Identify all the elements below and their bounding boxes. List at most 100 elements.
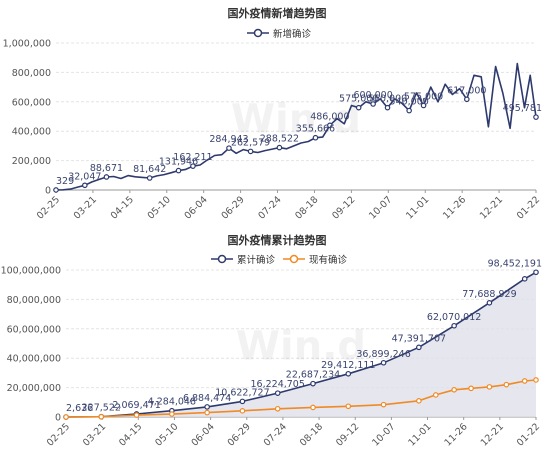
data-label: 47,391,707 [392, 333, 446, 344]
y-tick-label: 100,000,000 [1, 266, 61, 277]
data-label: 2,069,471 [112, 400, 160, 411]
data-label: 62,070,012 [427, 312, 481, 323]
data-label: 486,000 [310, 111, 349, 122]
data-label: 16,224,705 [251, 379, 305, 390]
y-tick-label: 80,000,000 [7, 295, 61, 306]
data-label: 162,211 [173, 152, 212, 163]
legend-item-1: 新增确诊 [247, 28, 312, 40]
legend-marker [253, 28, 263, 38]
data-label: 36,899,246 [356, 349, 410, 360]
x-tick-label: 03-21 [72, 194, 99, 221]
x-tick-label: 07-24 [262, 421, 289, 448]
legend-label: 累计确诊 [237, 254, 276, 266]
x-tick-label: 09-12 [330, 194, 357, 221]
data-point [239, 408, 246, 414]
data-point [82, 182, 88, 189]
data-label: 227,522 [82, 403, 121, 414]
x-tick-label: 08-18 [293, 194, 320, 221]
data-point [416, 344, 422, 351]
data-point [468, 385, 474, 392]
data-point [380, 359, 387, 366]
data-point [416, 398, 422, 404]
legend-marker [217, 254, 227, 264]
data-point [370, 101, 376, 107]
data-label: 22,687,234 [286, 370, 340, 381]
data-point [503, 381, 510, 388]
data-point [169, 411, 175, 417]
y-tick-label: 1,000,000 [3, 39, 51, 50]
y-tick-label: 200,000 [12, 156, 51, 167]
x-tick-label: 07-24 [256, 194, 283, 221]
data-point [312, 134, 319, 141]
data-point [355, 104, 362, 111]
data-label: 29,412,111 [321, 360, 375, 371]
data-point [204, 404, 210, 410]
data-point [63, 414, 69, 420]
chart-title: 国外疫情累计趋势图 [228, 233, 327, 247]
data-point [146, 175, 153, 181]
series-line [55, 62, 537, 191]
x-tick-label: 03-21 [81, 421, 108, 448]
data-point [451, 387, 457, 393]
data-point [239, 398, 246, 405]
series-1: 2,636227,5222,069,4714,284,0486,884,4741… [63, 258, 542, 420]
legend-item-2: 现有确诊 [283, 254, 348, 266]
data-point [451, 322, 457, 329]
series-2 [63, 377, 539, 420]
x-tick-label: 06-29 [219, 194, 246, 221]
x-tick-label: 02-25 [35, 194, 62, 221]
legend-label: 新增确诊 [273, 28, 312, 40]
x-tick-label: 10-07 [367, 194, 394, 221]
data-point [406, 107, 412, 114]
legend-item-1: 累计确诊 [211, 254, 276, 266]
data-point [226, 145, 232, 151]
data-label: 288,522 [260, 134, 299, 145]
x-tick-label: 10-07 [370, 421, 397, 448]
x-tick-label: 06-29 [226, 421, 253, 448]
data-point [345, 403, 352, 410]
y-tick-label: 20,000,000 [7, 383, 61, 394]
data-point [420, 102, 427, 109]
data-point [380, 401, 387, 408]
data-point [533, 269, 539, 276]
x-tick-label: 01-22 [515, 194, 542, 221]
x-tick-label: 05-10 [146, 194, 173, 221]
x-tick-label: 02-25 [45, 421, 72, 448]
data-label: 10,622,727 [215, 387, 269, 398]
legend-marker [289, 254, 299, 264]
data-label: 131,946 [159, 157, 198, 168]
y-tick-label: 0 [55, 413, 61, 424]
data-point [274, 390, 281, 396]
data-point [103, 174, 110, 180]
data-point [533, 114, 539, 120]
data-label: 575,000 [404, 91, 443, 102]
x-tick-label: 09-12 [334, 421, 361, 448]
y-tick-label: 0 [45, 186, 51, 197]
data-label: 262,579 [231, 137, 270, 148]
data-label: 77,688,929 [462, 289, 516, 300]
data-point [175, 167, 182, 174]
data-point [521, 378, 528, 384]
chart-title: 国外疫情新增趋势图 [228, 6, 327, 20]
data-label: 6,884,474 [183, 393, 231, 404]
x-tick-label: 04-15 [117, 421, 144, 448]
data-point [486, 299, 493, 306]
y-tick-label: 800,000 [12, 68, 51, 79]
data-point [274, 405, 281, 412]
data-label: 575,000 [339, 94, 378, 105]
data-point [345, 370, 352, 377]
data-point [133, 412, 140, 418]
x-tick-label: 01-22 [515, 421, 542, 448]
data-point [310, 380, 316, 387]
data-point [384, 104, 391, 111]
y-tick-label: 600,000 [12, 97, 51, 108]
data-label: 355,666 [296, 124, 335, 135]
data-point [432, 392, 439, 398]
data-point [464, 96, 470, 103]
x-tick-label: 08-18 [298, 421, 325, 448]
data-label: 2,636 [66, 403, 93, 414]
x-tick-label: 11-26 [443, 421, 470, 448]
